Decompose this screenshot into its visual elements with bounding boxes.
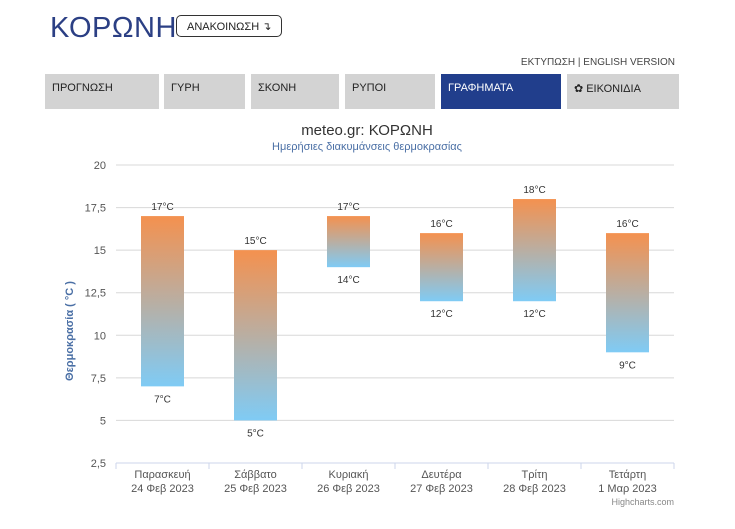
temperature-bar: [327, 216, 370, 268]
tab-pollen[interactable]: ΓΥΡΗ: [164, 74, 245, 109]
chart-subtitle: Ημερήσιες διακυμάνσεις θερμοκρασίας: [272, 141, 462, 153]
announcement-button-label: ΑΝΑΚΟΙΝΩΣΗ: [187, 21, 260, 33]
gear-icon: ✿: [574, 83, 584, 95]
x-tick-date: 1 Μαρ 2023: [598, 483, 656, 495]
y-tick-label: 2,5: [91, 458, 106, 470]
tab-label: ΓΡΑΦΗΜΑΤΑ: [448, 82, 514, 94]
low-temp-label: 9°C: [619, 360, 636, 371]
high-temp-label: 17°C: [151, 202, 173, 213]
high-temp-label: 16°C: [616, 219, 638, 230]
tab-graphs[interactable]: ΓΡΑΦΗΜΑΤΑ: [441, 74, 561, 109]
high-temp-label: 18°C: [523, 185, 545, 196]
temperature-bar: [141, 216, 184, 387]
low-temp-label: 12°C: [430, 309, 452, 320]
high-temp-label: 16°C: [430, 219, 452, 230]
high-temp-label: 15°C: [244, 236, 266, 247]
y-tick-label: 5: [100, 415, 106, 427]
tab-label: ΓΥΡΗ: [171, 82, 200, 94]
x-tick-date: 26 Φεβ 2023: [317, 483, 380, 495]
low-temp-label: 14°C: [337, 275, 359, 286]
x-tick-date: 24 Φεβ 2023: [131, 483, 194, 495]
x-tick-day: Δευτέρα: [421, 469, 462, 481]
temperature-bar: [513, 199, 556, 302]
y-tick-label: 10: [94, 330, 106, 342]
temperature-range-chart: meteo.gr: ΚΟΡΩΝΗ Ημερήσιες διακυμάνσεις …: [64, 122, 675, 507]
low-temp-label: 12°C: [523, 309, 545, 320]
y-tick-label: 7,5: [91, 373, 106, 385]
high-temp-label: 17°C: [337, 202, 359, 213]
tab-pollutants[interactable]: ΡΥΠΟΙ: [345, 74, 435, 109]
x-tick-day: Τετάρτη: [609, 469, 647, 481]
link-separator: |: [577, 57, 581, 68]
tab-icons[interactable]: ✿ ΕΙΚΟΝΙΔΙΑ: [567, 74, 679, 109]
tab-label: ΣΚΟΝΗ: [258, 82, 297, 94]
tab-label: ΡΥΠΟΙ: [352, 82, 387, 94]
low-temp-label: 7°C: [154, 394, 171, 405]
y-tick-label: 20: [94, 160, 106, 172]
y-tick-label: 12,5: [85, 288, 106, 300]
arrow-down-icon: ↴: [262, 21, 272, 33]
tab-label: ΠΡΟΓΝΩΣΗ: [52, 82, 113, 94]
tab-dust[interactable]: ΣΚΟΝΗ: [251, 74, 339, 109]
x-tick-date: 25 Φεβ 2023: [224, 483, 287, 495]
page-title: ΚΟΡΩΝΗ: [50, 12, 177, 44]
top-links: ΕΚΤΥΠΩΣΗ | ENGLISH VERSION: [521, 57, 675, 68]
x-tick-day: Τρίτη: [522, 469, 548, 481]
chart-title: meteo.gr: ΚΟΡΩΝΗ: [301, 122, 433, 139]
announcement-button[interactable]: ΑΝΑΚΟΙΝΩΣΗ ↴: [176, 15, 283, 37]
tab-label: ΕΙΚΟΝΙΔΙΑ: [586, 83, 641, 95]
nav-tabs: ΠΡΟΓΝΩΣΗ ΓΥΡΗ ΣΚΟΝΗ ΡΥΠΟΙ ΓΡΑΦΗΜΑΤΑ ✿ ΕΙΚ…: [45, 74, 679, 109]
x-tick-date: 28 Φεβ 2023: [503, 483, 566, 495]
print-link[interactable]: ΕΚΤΥΠΩΣΗ: [520, 57, 576, 68]
y-axis-title: Θερμοκρασία ( °C ): [64, 281, 76, 381]
x-tick-day: Κυριακή: [328, 469, 368, 481]
x-tick-date: 27 Φεβ 2023: [410, 483, 473, 495]
temperature-bar: [234, 250, 277, 421]
low-temp-label: 5°C: [247, 428, 264, 439]
temperature-bar: [606, 233, 649, 353]
chart-credits[interactable]: Highcharts.com: [611, 497, 674, 507]
temperature-bar: [420, 233, 463, 302]
x-tick-day: Παρασκευή: [134, 469, 190, 481]
tab-forecast[interactable]: ΠΡΟΓΝΩΣΗ: [45, 74, 159, 109]
x-tick-day: Σάββατο: [234, 469, 276, 481]
y-tick-label: 17,5: [85, 203, 106, 215]
y-tick-label: 15: [94, 245, 106, 257]
english-version-link[interactable]: ENGLISH VERSION: [583, 57, 675, 68]
